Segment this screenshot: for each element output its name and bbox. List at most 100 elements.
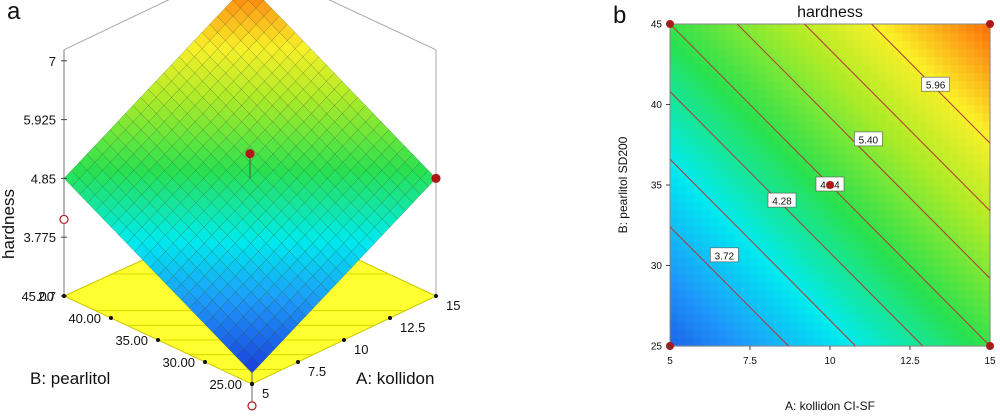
contour-field-cell xyxy=(958,80,967,89)
contour-field-cell xyxy=(734,24,743,33)
contour-field-cell xyxy=(670,96,679,106)
contour-field-cell xyxy=(806,249,815,259)
contour-field-cell xyxy=(782,40,791,49)
contour-field-cell xyxy=(822,48,831,57)
contour-field-cell xyxy=(886,313,895,323)
contour-field-cell xyxy=(846,120,855,130)
contour-field-cell xyxy=(870,321,879,331)
contour-field-cell xyxy=(982,144,991,154)
contour-field-cell xyxy=(910,88,919,98)
contour-field-cell xyxy=(966,80,975,89)
contour-field-cell xyxy=(870,265,879,275)
contour-field-cell xyxy=(718,152,727,162)
contour-field-cell xyxy=(734,289,743,299)
contour-field-cell xyxy=(766,24,775,33)
contour-field-cell xyxy=(766,185,775,194)
contour-field-cell xyxy=(686,144,695,154)
contour-field-cell xyxy=(742,152,751,162)
contour-field-cell xyxy=(758,241,767,250)
contour-field-cell xyxy=(862,313,871,323)
contour-field-cell xyxy=(894,297,903,307)
contour-field-cell xyxy=(910,136,919,146)
contour-field-cell xyxy=(758,305,767,315)
contour-field-cell xyxy=(862,72,871,81)
contour-field-cell xyxy=(734,281,743,291)
contour-field-cell xyxy=(894,305,903,315)
contour-field-cell xyxy=(878,72,887,81)
contour-field-cell xyxy=(758,144,767,154)
contour-field-cell xyxy=(678,136,687,146)
contour-field-cell xyxy=(814,321,823,331)
contour-field-cell xyxy=(766,297,775,307)
contour-field-cell xyxy=(838,48,847,57)
contour-field-cell xyxy=(742,176,751,186)
contour-field-cell xyxy=(758,136,767,146)
contour-field-cell xyxy=(798,88,807,98)
contour-field-cell xyxy=(862,257,871,267)
contour-field-cell xyxy=(806,233,815,242)
contour-field-cell xyxy=(734,104,743,114)
contour-field-cell xyxy=(814,201,823,210)
contour-field-cell xyxy=(926,48,935,57)
contour-field-cell xyxy=(854,64,863,73)
contour-field-cell xyxy=(838,257,847,267)
contour-field-cell xyxy=(878,281,887,291)
contour-field-cell xyxy=(686,112,695,122)
contour-field-cell xyxy=(974,265,983,275)
contour-field-cell xyxy=(766,329,775,339)
contour-field-cell xyxy=(910,144,919,154)
contour-field-cell xyxy=(806,88,815,98)
contour-field-cell xyxy=(862,297,871,307)
contour-label-box xyxy=(767,192,797,208)
contour-field-cell xyxy=(726,24,735,33)
contour-field-cell xyxy=(982,32,991,41)
contour-field-cell xyxy=(702,321,711,331)
contour-field-cell xyxy=(678,112,687,122)
contour-field-cell xyxy=(710,265,719,275)
contour-field-cell xyxy=(670,249,679,259)
contour-field-cell xyxy=(702,185,711,194)
contour-field-cell xyxy=(870,217,879,226)
contour-field-cell xyxy=(750,313,759,323)
contour-field-cell xyxy=(774,209,783,218)
contour-field-cell xyxy=(822,273,831,283)
contour-field-cell xyxy=(926,176,935,186)
contour-field-cell xyxy=(686,168,695,178)
contour-field-cell xyxy=(982,313,991,323)
contour-field-cell xyxy=(774,168,783,178)
contour-field-cell xyxy=(910,201,919,210)
contour-field-cell xyxy=(886,305,895,315)
contour-field-cell xyxy=(702,80,711,89)
contour-field-cell xyxy=(790,241,799,250)
contour-field-cell xyxy=(926,72,935,81)
contour-field-cell xyxy=(750,281,759,291)
contour-field-cell xyxy=(790,217,799,226)
y-axis-label: B: pearlitol SD200 xyxy=(616,136,630,233)
contour-field-cell xyxy=(982,64,991,73)
contour-field-cell xyxy=(798,48,807,57)
contour-field-cell xyxy=(846,329,855,339)
contour-field-cell xyxy=(870,32,879,41)
contour-field-cell xyxy=(806,40,815,49)
contour-field-cell xyxy=(766,281,775,291)
contour-field-cell xyxy=(742,64,751,73)
contour-field-cell xyxy=(870,144,879,154)
contour-field-cell xyxy=(854,329,863,339)
contour-field-cell xyxy=(830,56,839,65)
contour-field-cell xyxy=(830,233,839,242)
contour-field-cell xyxy=(862,249,871,259)
contour-field-cell xyxy=(838,233,847,242)
contour-field-cell xyxy=(902,56,911,65)
contour-field-cell xyxy=(734,241,743,250)
contour-field-cell xyxy=(814,225,823,234)
contour-field-cell xyxy=(750,209,759,218)
contour-field-cell xyxy=(710,112,719,122)
contour-field-cell xyxy=(798,185,807,194)
contour-field-cell xyxy=(678,96,687,106)
contour-field-cell xyxy=(790,56,799,65)
contour-field-cell xyxy=(934,313,943,323)
contour-field-cell xyxy=(718,96,727,106)
contour-field-cell xyxy=(862,64,871,73)
contour-field-cell xyxy=(838,80,847,89)
contour-field-cell xyxy=(894,128,903,138)
